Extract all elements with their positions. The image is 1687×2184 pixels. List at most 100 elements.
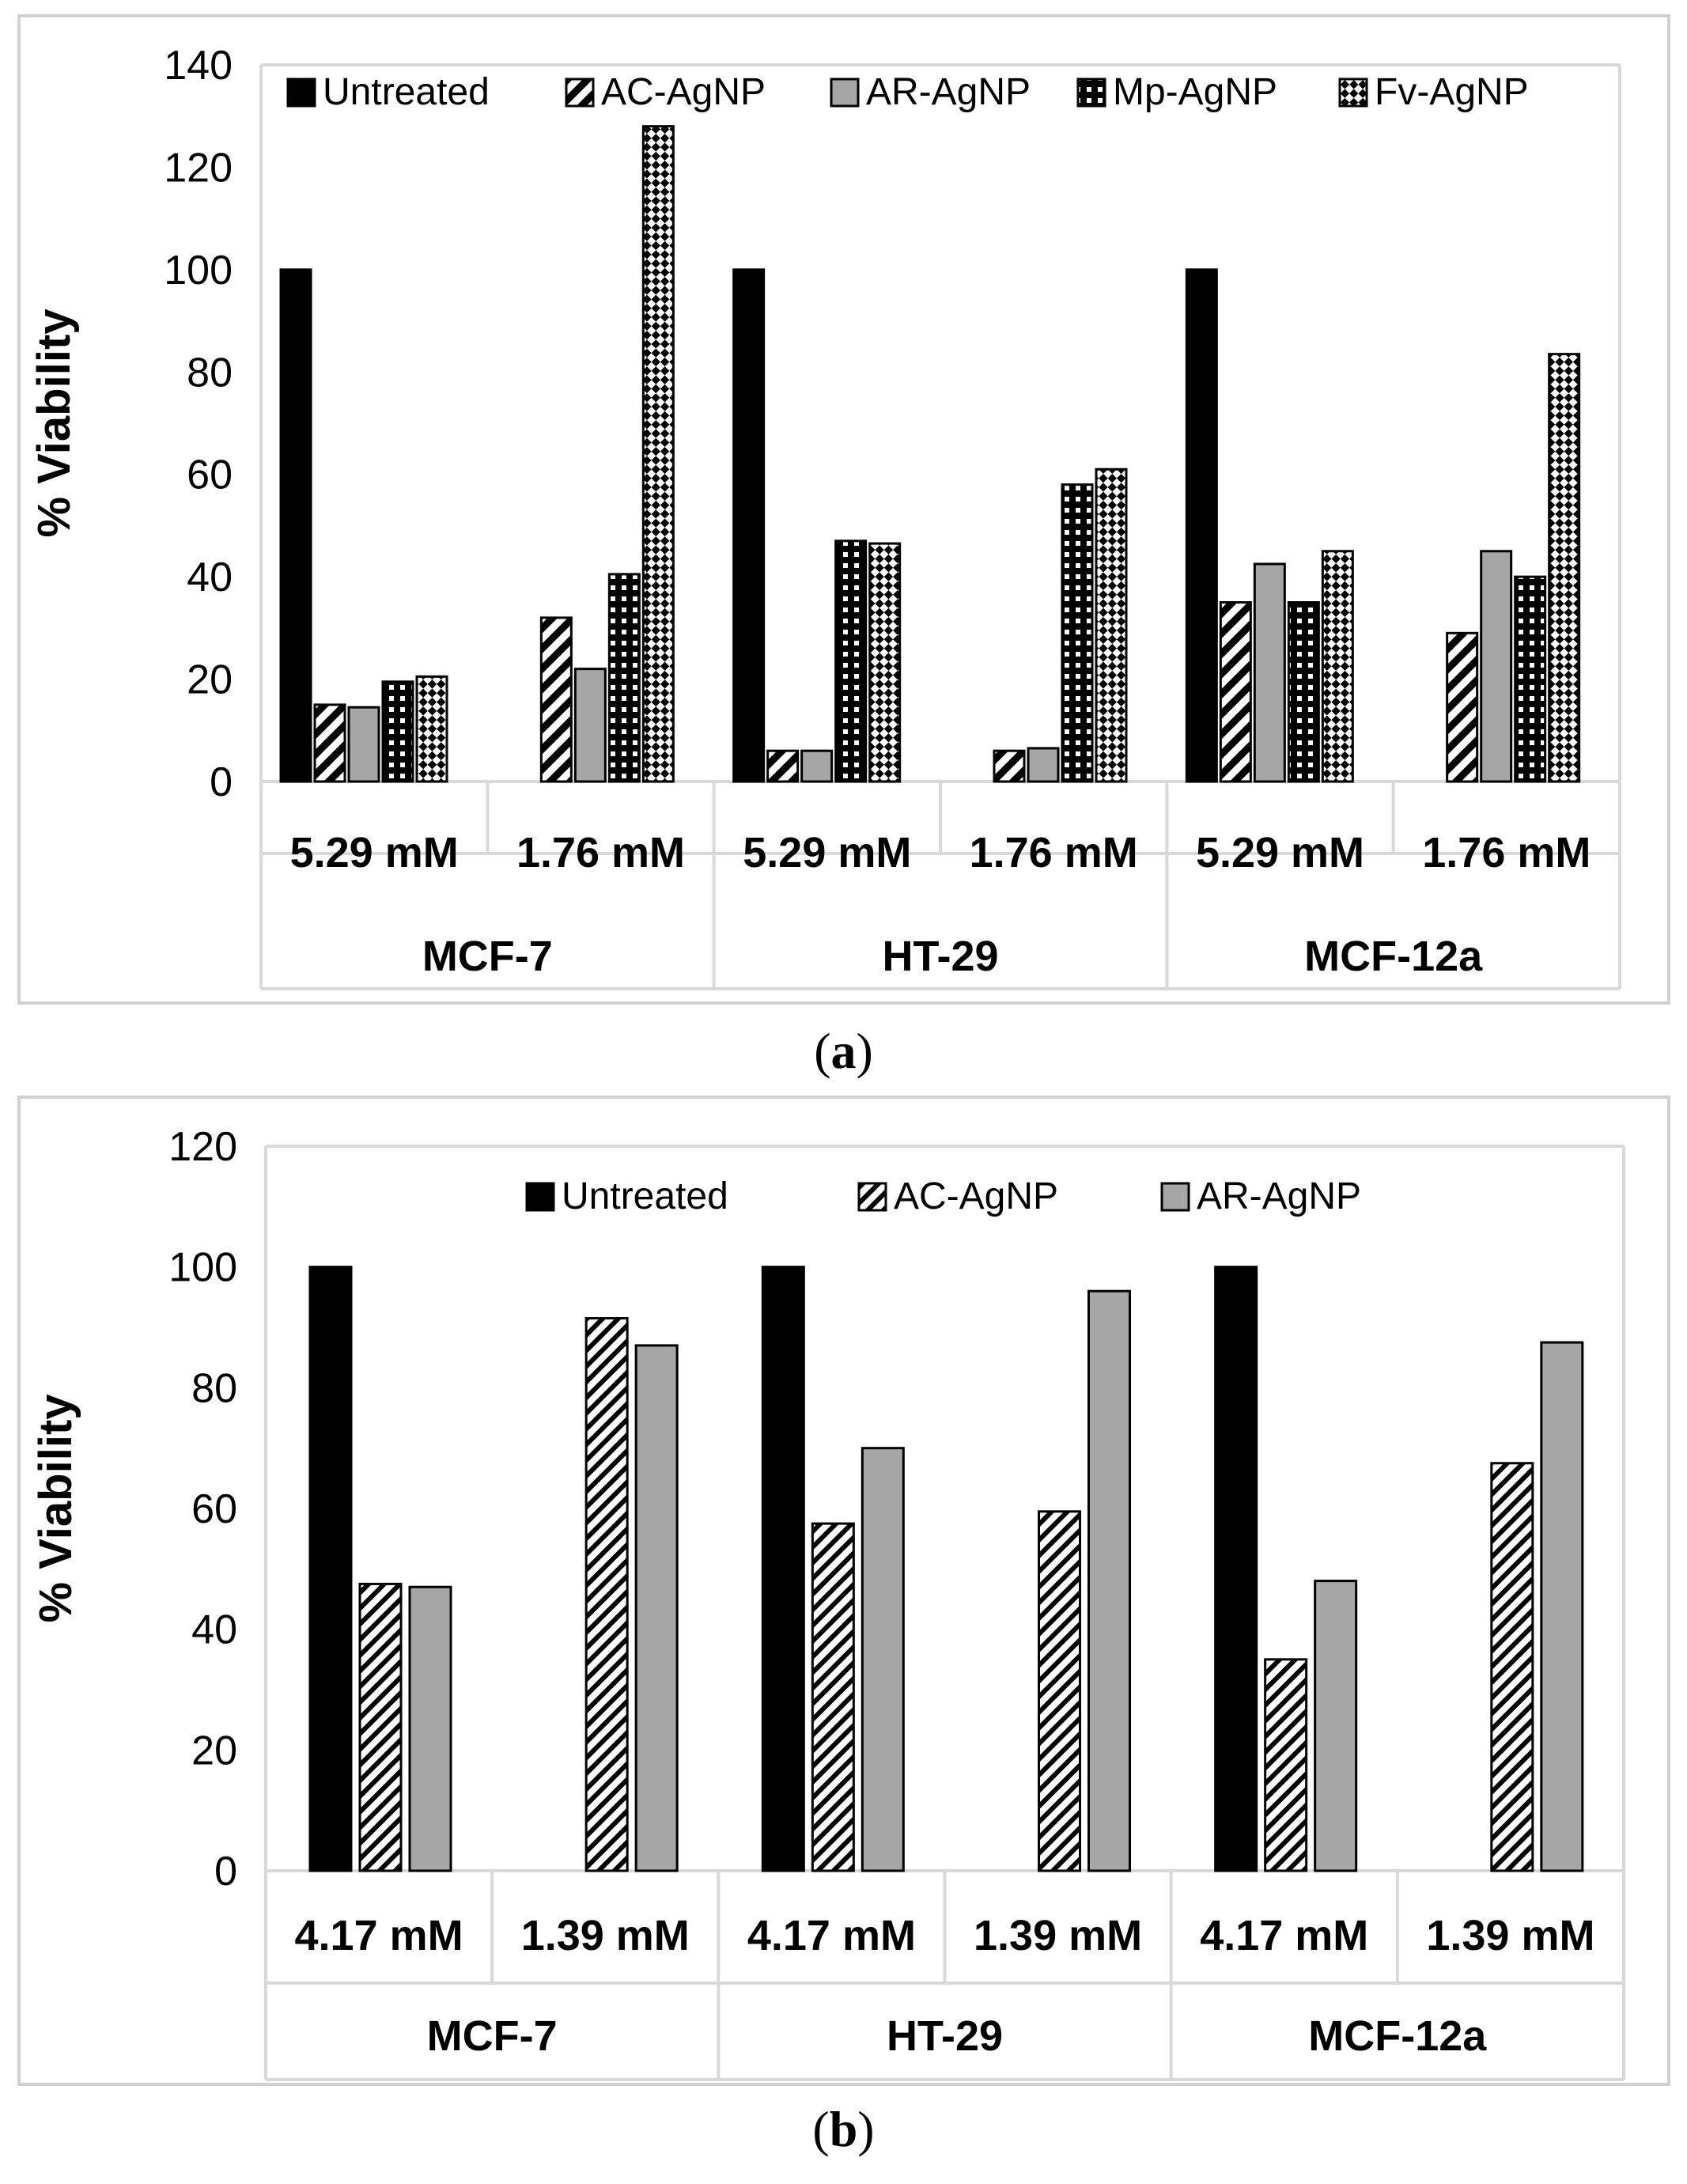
x-group-label: MCF-12a	[1304, 933, 1483, 980]
bar-ar-agnp	[1253, 562, 1286, 783]
chart-a: 0 20 40 60 80 100 120 140 % Viability 5.29 mM 1.76…	[28, 43, 1621, 990]
bar-mp-agnp	[1061, 483, 1094, 783]
legend-swatch-ac-agnp	[565, 78, 595, 108]
bar-fv-agnp	[1321, 550, 1354, 783]
legend-swatch-ar-agnp	[830, 78, 860, 108]
y-axis-title: % Viability	[30, 1394, 81, 1622]
legend-label-fv-agnp: Fv-AgNP	[1375, 71, 1529, 113]
y-tick-label: 20	[191, 1728, 237, 1773]
bar-ar-agnp	[408, 1585, 452, 1872]
y-tick-label: 80	[191, 1365, 237, 1411]
y-tick-label: 20	[187, 657, 233, 703]
bar-ar-agnp	[1087, 1289, 1131, 1872]
x-category-label: 1.39 mM	[521, 1912, 690, 1959]
bar-untreated	[279, 268, 312, 783]
bars-layer-a	[279, 78, 1581, 783]
legend-swatch-ac-agnp	[857, 1182, 887, 1212]
axis-layer-a	[259, 63, 1621, 990]
bar-ac-agnp	[358, 1582, 403, 1872]
x-category-label: 1.76 mM	[516, 829, 685, 876]
bar-ar-agnp	[1480, 550, 1513, 783]
bar-ar-agnp	[573, 668, 607, 783]
bar-fv-agnp	[641, 125, 675, 783]
legend-swatch-untreated	[286, 78, 316, 108]
bar-ac-agnp	[1219, 601, 1252, 783]
bar-ac-agnp	[1038, 1510, 1081, 1872]
legend-label-ar-agnp: AR-AgNP	[1197, 1175, 1361, 1217]
x-group-label: MCF-12a	[1308, 2012, 1487, 2060]
bar-untreated	[1185, 268, 1218, 783]
panel-caption-a: (a)	[814, 1023, 873, 1079]
y-tick-label: 100	[168, 1245, 237, 1291]
bar-ar-agnp	[634, 1344, 679, 1872]
bar-ar-agnp	[347, 706, 380, 783]
legend-label-untreated: Untreated	[562, 1175, 728, 1217]
bar-fv-agnp	[868, 542, 902, 783]
y-tick-label: 0	[214, 1849, 237, 1894]
bar-ac-agnp	[993, 749, 1026, 783]
x-group-label: MCF-7	[427, 2012, 558, 2060]
bar-fv-agnp	[415, 675, 448, 783]
chart-panel-b: 0 20 40 60 80 100 120 % Viability 4.17 mM 1.39 mM…	[17, 1096, 1670, 2086]
bar-fv-agnp	[1095, 467, 1128, 783]
bar-untreated	[308, 1266, 353, 1872]
legend-swatch-fv-agnp	[1338, 78, 1368, 108]
y-tick-label: 40	[187, 555, 233, 600]
legend-label-mp-agnp: Mp-AgNP	[1113, 71, 1277, 113]
bar-ac-agnp	[811, 1522, 855, 1872]
legend-label-ac-agnp: AC-AgNP	[601, 71, 766, 113]
bar-ar-agnp	[800, 749, 834, 783]
bar-fv-agnp	[1548, 353, 1581, 783]
bar-mp-agnp	[834, 539, 868, 783]
bar-mp-agnp	[607, 573, 641, 783]
axis-layer-b	[264, 1145, 1625, 2081]
chart-b: 0 20 40 60 80 100 120 % Viability 4.17 mM 1.39 mM…	[30, 1124, 1625, 2081]
bar-ac-agnp	[1490, 1462, 1534, 1872]
legend-swatch-mp-agnp	[1076, 78, 1106, 108]
y-tick-label: 140	[164, 43, 233, 89]
bar-mp-agnp	[1287, 601, 1320, 783]
bar-ac-agnp	[539, 616, 573, 783]
y-tick-label: 40	[191, 1607, 237, 1653]
x-category-label: 1.76 mM	[1422, 829, 1591, 876]
x-category-label: 4.17 mM	[1200, 1912, 1368, 1959]
y-tick-label: 60	[191, 1486, 237, 1532]
chart-panel-a: 0 20 40 60 80 100 120 140 % Viability 5.29 mM 1.76…	[17, 14, 1670, 1005]
y-tick-label: 120	[168, 1124, 237, 1170]
x-category-label: 1.76 mM	[970, 829, 1138, 876]
legend-swatch-untreated	[525, 1182, 555, 1212]
y-tick-label: 60	[187, 452, 233, 498]
x-group-label: MCF-7	[422, 933, 553, 980]
bars-layer-b	[308, 1182, 1584, 1872]
bar-ac-agnp	[313, 703, 346, 783]
legend-swatch-ar-agnp	[1160, 1182, 1190, 1212]
y-tick-label: 100	[164, 248, 233, 293]
bar-ar-agnp	[1540, 1341, 1584, 1872]
bar-untreated	[1214, 1266, 1258, 1872]
text-layer-a: 0 20 40 60 80 100 120 140 % Viability 5.29 mM 1.76…	[28, 43, 1591, 980]
bar-untreated	[732, 268, 766, 783]
bar-ac-agnp	[1446, 631, 1479, 783]
legend-label-ar-agnp: AR-AgNP	[866, 71, 1031, 113]
x-category-label: 4.17 mM	[747, 1912, 916, 1959]
x-category-label: 5.29 mM	[743, 829, 911, 876]
bar-ar-agnp	[1027, 747, 1060, 783]
y-axis-title: % Viability	[28, 308, 80, 537]
legend-label-untreated: Untreated	[323, 71, 490, 113]
y-tick-label: 120	[164, 145, 233, 191]
text-layer-b: 0 20 40 60 80 100 120 % Viability 4.17 mM 1.39 mM…	[30, 1124, 1594, 2060]
bar-ar-agnp	[861, 1447, 905, 1872]
x-category-label: 1.39 mM	[974, 1912, 1142, 1959]
bar-mp-agnp	[381, 680, 414, 783]
y-tick-label: 0	[210, 759, 233, 805]
bar-untreated	[761, 1266, 805, 1872]
bar-ac-agnp	[1264, 1658, 1308, 1872]
bar-ac-agnp	[584, 1317, 629, 1872]
bar-ac-agnp	[766, 749, 800, 783]
bar-mp-agnp	[1514, 575, 1547, 783]
x-category-label: 4.17 mM	[295, 1912, 463, 1959]
x-group-label: HT-29	[887, 2012, 1003, 2060]
legend-label-ac-agnp: AC-AgNP	[894, 1175, 1058, 1217]
panel-label-a: a	[830, 1023, 857, 1079]
x-category-label: 5.29 mM	[290, 829, 459, 876]
